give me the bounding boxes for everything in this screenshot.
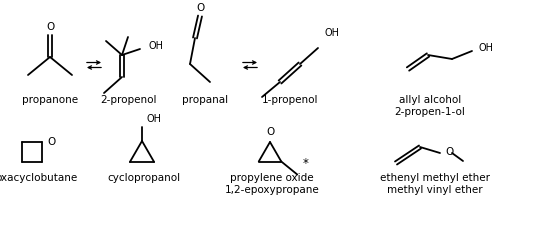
Text: 1,2-epoxypropane: 1,2-epoxypropane [225,185,320,195]
Text: OH: OH [478,43,493,53]
Text: OH: OH [146,114,161,124]
Text: 1-propenol: 1-propenol [262,95,319,105]
Text: oxacyclobutane: oxacyclobutane [0,173,77,183]
Text: O: O [266,127,274,137]
Text: OH: OH [324,28,339,38]
Text: cyclopropanol: cyclopropanol [108,173,181,183]
Text: O: O [196,3,204,13]
Text: propylene oxide: propylene oxide [230,173,314,183]
Text: O: O [46,22,54,32]
Text: OH: OH [148,41,163,51]
Text: 2-propenol: 2-propenol [100,95,156,105]
Text: 2-propen-1-ol: 2-propen-1-ol [395,107,465,117]
Text: methyl vinyl ether: methyl vinyl ether [387,185,483,195]
Text: O: O [445,147,453,157]
Text: allyl alcohol: allyl alcohol [399,95,461,105]
Text: *: * [302,157,308,170]
Text: propanone: propanone [22,95,78,105]
Text: O: O [47,137,55,147]
Text: ethenyl methyl ether: ethenyl methyl ether [380,173,490,183]
Text: propanal: propanal [182,95,228,105]
